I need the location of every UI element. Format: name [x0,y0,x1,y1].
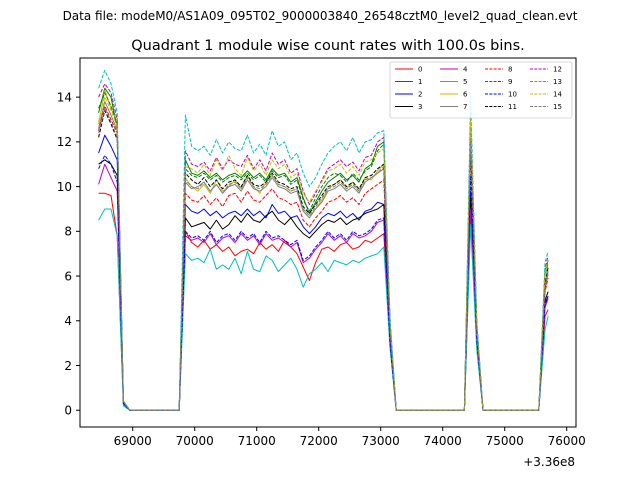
series-line-12 [98,83,549,411]
x-tick-label: 72000 [300,434,338,448]
x-tick-label: 74000 [424,434,462,448]
legend-label-9: 9 [508,78,512,86]
legend-label-2: 2 [418,91,422,99]
x-tick-label: 69000 [114,434,152,448]
series-line-11 [98,110,549,411]
legend-label-10: 10 [508,91,517,99]
legend-label-8: 8 [508,66,512,74]
y-tick-label: 12 [57,135,72,149]
series-line-9 [98,92,549,411]
y-axis: 0 2 4 6 8 10 12 14 [57,90,80,418]
x-tick-label: 70000 [176,434,214,448]
legend-label-5: 5 [463,78,467,86]
series-layer [98,69,549,411]
legend-box [389,61,573,119]
legend-label-12: 12 [553,66,562,74]
plot-frame [79,57,577,428]
x-tick-label: 76000 [548,434,586,448]
legend-label-3: 3 [418,103,422,111]
chart-title: Quadrant 1 module wise count rates with … [131,38,525,54]
y-tick-label: 10 [57,180,72,194]
legend-label-1: 1 [418,78,422,86]
series-line-7 [98,101,549,411]
x-tick-label: 73000 [362,434,400,448]
series-line-6 [98,89,549,411]
legend-label-4: 4 [463,66,468,74]
y-tick-label: 2 [64,359,72,373]
y-tick-label: 6 [64,269,72,283]
legend-label-15: 15 [553,103,562,111]
y-tick-label: 14 [57,90,72,104]
legend-label-0: 0 [418,66,422,74]
y-tick-label: 8 [64,225,72,239]
series-line-8 [98,105,549,411]
legend-label-7: 7 [463,103,467,111]
series-line-1 [98,87,549,411]
legend-label-14: 14 [553,91,562,99]
legend-label-13: 13 [553,78,562,86]
y-tick-label: 4 [64,314,72,328]
x-offset-label: +3.36e8 [523,455,575,469]
y-tick-label: 0 [64,404,72,418]
x-tick-label: 75000 [486,434,524,448]
legend-label-6: 6 [463,91,468,99]
datafile-label: Data file: modeM0/AS1A09_095T02_90000038… [63,9,578,23]
x-tick-label: 71000 [238,434,276,448]
x-axis: 69000 70000 71000 72000 73000 74000 75000 76000 [114,427,586,448]
series-line-15 [98,107,549,411]
series-line-14 [98,96,549,411]
legend-label-11: 11 [508,103,517,111]
